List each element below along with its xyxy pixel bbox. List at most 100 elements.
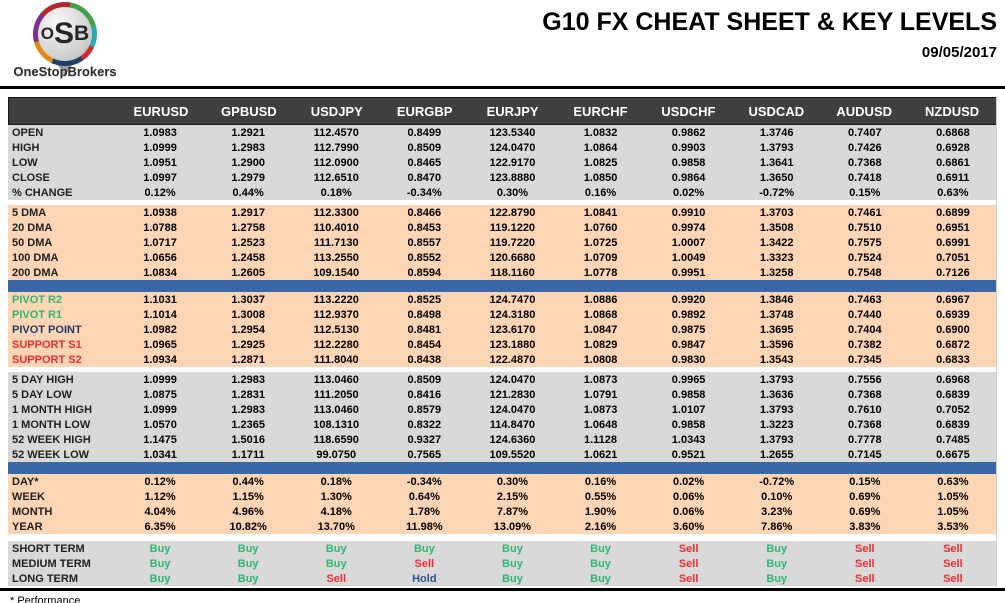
- value-cell: 1.0648: [583, 418, 618, 431]
- value-cell: 1.05%: [937, 505, 969, 518]
- column-header-eurchf: EURCHF: [573, 103, 628, 119]
- value-cell: 99.0750: [316, 448, 357, 461]
- section-gap: [8, 200, 997, 205]
- value-cell: 0.9847: [671, 338, 706, 351]
- table-row-ohlc-4: % CHANGE 0.12% 0.44% 0.18% -0.34% 0.30% 0.16% 0…: [8, 185, 997, 200]
- value-cell: 0.9858: [671, 156, 706, 169]
- value-cell: 1.3746: [759, 126, 794, 139]
- value-cell: 111.8040: [313, 353, 359, 366]
- value-cell: 1.2954: [231, 323, 265, 336]
- value-cell: 1.0999: [143, 141, 177, 154]
- value-cell: 1.0570: [143, 418, 177, 431]
- row-label: 50 DMA: [12, 236, 53, 249]
- value-cell: 1.3793: [759, 433, 794, 446]
- value-cell: 1.0875: [143, 388, 177, 401]
- value-cell: 1.1128: [583, 433, 618, 446]
- signal-cell: Sell: [943, 542, 963, 555]
- value-cell: 1.0107: [671, 403, 706, 416]
- table-row-ohlc-1: HIGH 1.0999 1.2983 112.7990 0.8509 124.0470 1.…: [8, 140, 997, 155]
- value-cell: 1.3793: [759, 141, 794, 154]
- value-cell: 0.6939: [936, 308, 970, 321]
- value-cell: 113.0460: [313, 403, 359, 416]
- value-cell: 0.8509: [407, 373, 442, 386]
- value-cell: 1.0982: [143, 323, 177, 336]
- value-cell: 123.6170: [489, 323, 536, 336]
- value-cell: 1.0778: [583, 266, 618, 279]
- value-cell: 4.04%: [144, 505, 176, 518]
- table-row-signals-2: LONG TERM Buy Buy Sell Hold Buy Buy Sell Buy Sell…: [8, 571, 997, 586]
- value-cell: 0.7463: [847, 293, 882, 306]
- value-cell: 0.8499: [407, 126, 442, 139]
- value-cell: 0.12%: [144, 475, 176, 488]
- value-cell: 0.8322: [407, 418, 442, 431]
- value-cell: 0.6675: [936, 448, 970, 461]
- value-cell: 124.7470: [489, 293, 536, 306]
- value-cell: 1.0049: [671, 251, 706, 264]
- value-cell: 0.7368: [847, 156, 882, 169]
- value-cell: 109.1540: [313, 266, 360, 279]
- value-cell: 0.16%: [584, 475, 617, 488]
- column-header-nzdusd: NZDUSD: [925, 103, 980, 119]
- value-cell: 123.1880: [489, 338, 536, 351]
- value-cell: 112.3300: [313, 206, 359, 219]
- value-cell: 0.7051: [936, 251, 970, 264]
- value-cell: 1.3641: [759, 156, 794, 169]
- value-cell: 2.16%: [584, 520, 617, 533]
- value-cell: 123.8880: [489, 171, 536, 184]
- signal-cell: Buy: [502, 542, 523, 555]
- table-row-ranges-2: 1 MONTH HIGH 1.0999 1.2983 113.0460 0.8579 12…: [8, 402, 997, 417]
- value-cell: 0.7368: [847, 388, 882, 401]
- value-cell: 13.09%: [493, 520, 532, 533]
- value-cell: 112.6510: [313, 171, 359, 184]
- value-cell: 0.18%: [320, 475, 352, 488]
- value-cell: 121.2830: [489, 388, 536, 401]
- value-cell: 1.3422: [759, 236, 794, 249]
- table-row-moving-averages-0: 5 DMA 1.0938 1.2917 112.3300 0.8466 122.8790 1…: [8, 205, 997, 220]
- value-cell: 0.64%: [408, 490, 440, 503]
- value-cell: 1.0997: [143, 171, 177, 184]
- value-cell: 1.0938: [143, 206, 177, 219]
- value-cell: 4.96%: [232, 505, 264, 518]
- value-cell: 0.7368: [847, 418, 882, 431]
- value-cell: 0.6833: [936, 353, 970, 366]
- table-row-signals-0: SHORT TERM Buy Buy Buy Buy Buy Buy Sell Buy Sell S…: [8, 541, 997, 556]
- value-cell: 124.3180: [489, 308, 536, 321]
- value-cell: 3.53%: [937, 520, 969, 533]
- value-cell: 0.63%: [937, 475, 969, 488]
- table-row-pivots-4: SUPPORT S2 1.0934 1.2871 111.8040 0.8438 122.…: [8, 352, 997, 367]
- value-cell: 0.9965: [671, 373, 706, 386]
- value-cell: 0.12%: [144, 186, 176, 199]
- value-cell: 0.44%: [232, 475, 264, 488]
- row-label: 20 DMA: [12, 221, 53, 234]
- value-cell: 1.0007: [671, 236, 706, 249]
- value-cell: 118.6590: [313, 433, 359, 446]
- value-cell: 0.7575: [847, 236, 882, 249]
- value-cell: 0.9858: [671, 418, 706, 431]
- value-cell: 7.86%: [761, 520, 793, 533]
- value-cell: 1.2925: [231, 338, 265, 351]
- value-cell: 0.9858: [671, 388, 706, 401]
- value-cell: 1.0951: [143, 156, 177, 169]
- value-cell: 122.4870: [489, 353, 536, 366]
- value-cell: 0.7382: [847, 338, 882, 351]
- value-cell: -0.34%: [406, 475, 442, 488]
- value-cell: 0.15%: [849, 475, 881, 488]
- signal-cell: Buy: [590, 542, 611, 555]
- table-row-pivots-0: PIVOT R2 1.1031 1.3037 113.2220 0.8525 124.74…: [8, 292, 997, 307]
- value-cell: 0.18%: [320, 186, 352, 199]
- value-cell: 1.0791: [583, 388, 618, 401]
- value-cell: 1.2979: [231, 171, 265, 184]
- value-cell: 0.7426: [847, 141, 882, 154]
- value-cell: 0.6868: [936, 126, 970, 139]
- value-cell: 4.18%: [320, 505, 352, 518]
- value-cell: 1.2831: [231, 388, 265, 401]
- value-cell: 1.05%: [937, 490, 969, 503]
- row-label: PIVOT R1: [12, 308, 63, 321]
- row-label: % CHANGE: [12, 186, 73, 199]
- value-cell: 0.63%: [937, 186, 969, 199]
- value-cell: 3.83%: [849, 520, 881, 533]
- value-cell: 1.3323: [759, 251, 794, 264]
- value-cell: 1.0788: [143, 221, 177, 234]
- value-cell: 1.3636: [759, 388, 794, 401]
